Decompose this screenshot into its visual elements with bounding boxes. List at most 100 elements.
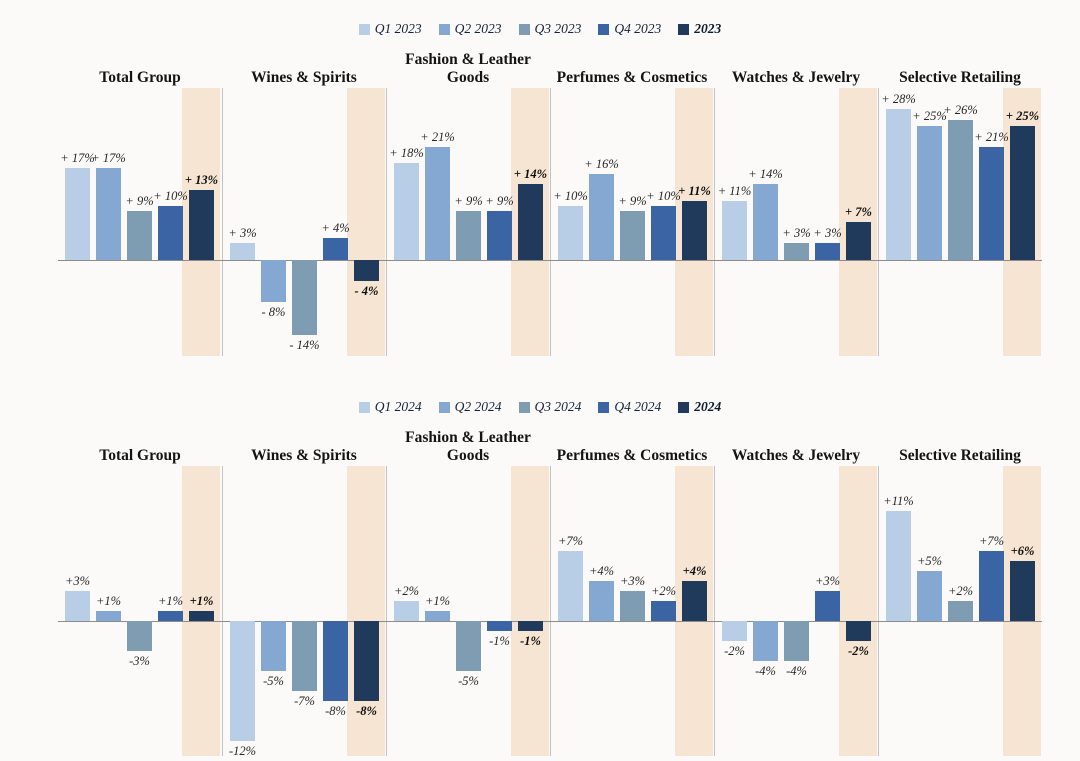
bar-value-label: +4% <box>682 564 707 578</box>
bar <box>620 211 645 260</box>
category-header: Total Group <box>99 446 181 464</box>
legend-label: Q4 2024 <box>614 399 662 414</box>
category-group: + 17% + 17% + 9% + 10% + 13% <box>58 88 222 356</box>
legend-label: 2024 <box>694 399 722 414</box>
bar <box>784 621 809 661</box>
category-header: Wines & Spirits <box>251 446 357 464</box>
bar-value-label: +1% <box>189 594 214 608</box>
legend-item: 2024 <box>678 399 721 415</box>
bar <box>456 211 481 260</box>
bar <box>230 243 255 260</box>
bar-value-label: +6% <box>1010 544 1035 558</box>
legend-swatch-icon <box>358 23 370 35</box>
legend-swatch-icon <box>678 401 690 413</box>
bar <box>886 511 911 621</box>
bar-value-label: -3% <box>129 654 150 668</box>
chart-legend: Q1 2023 Q2 2023 Q3 2023 Q4 2023 2023 <box>0 18 1080 40</box>
legend-label: Q1 2023 <box>374 21 422 36</box>
bar <box>558 205 583 260</box>
bar <box>886 109 911 260</box>
category-group: +3% +1% -3% +1% +1% <box>58 466 222 756</box>
category-group: +2% +1% -5% -1% -1% <box>386 466 550 756</box>
bar <box>96 611 121 621</box>
bar <box>1010 561 1035 621</box>
category-group: +11% +5% +2% +7% +6% <box>878 466 1042 756</box>
category-group: -2% -4% -4% +3% -2% <box>714 466 878 756</box>
bar <box>620 591 645 621</box>
year-highlight-band <box>347 466 385 756</box>
x-axis-line <box>58 621 1042 622</box>
bar-value-label: + 3% <box>813 226 842 241</box>
bar-value-label: + 10% <box>553 188 588 203</box>
bar <box>753 621 778 661</box>
bar <box>1010 125 1035 260</box>
bar-value-label: + 28% <box>881 92 916 107</box>
bar <box>158 611 183 621</box>
bar <box>127 211 152 260</box>
bar-value-label: -2% <box>848 644 869 658</box>
bar <box>354 621 379 701</box>
bar-value-label: + 4% <box>321 221 350 236</box>
year-highlight-band <box>347 88 385 356</box>
legend-label: Q3 2024 <box>534 399 582 414</box>
bar-value-label: + 21% <box>420 129 455 144</box>
legend-item: 2023 <box>678 21 721 37</box>
bar <box>323 621 348 701</box>
bar-value-label: -2% <box>724 644 745 658</box>
chart-legend: Q1 2024 Q2 2024 Q3 2024 Q4 2024 2024 <box>0 396 1080 418</box>
legend-swatch-icon <box>598 23 610 35</box>
bar-value-label: +4% <box>588 564 615 578</box>
bar <box>189 611 214 621</box>
category-header: Perfumes & Cosmetics <box>556 446 708 464</box>
bar-value-label: - 8% <box>261 305 286 320</box>
bar <box>815 591 840 621</box>
bar-value-label: - 4% <box>354 283 379 298</box>
bar-value-label: +2% <box>650 584 677 598</box>
bar-value-label: +3% <box>619 574 646 588</box>
bar-value-label: -8% <box>325 704 346 718</box>
category-group: + 28% + 25% + 26% + 21% + 25% <box>878 88 1042 356</box>
bar <box>261 259 286 303</box>
bar <box>96 168 121 260</box>
bar <box>722 621 747 641</box>
category-header: Fashion & Leather Goods <box>405 51 531 86</box>
bar-value-label: -1% <box>520 634 541 648</box>
bar-value-label: + 14% <box>748 167 783 182</box>
legend-swatch-icon <box>438 23 450 35</box>
bar <box>518 621 543 631</box>
category-group: +7% +4% +3% +2% +4% <box>550 466 714 756</box>
bar-value-label: +2% <box>393 584 420 598</box>
bar <box>487 211 512 260</box>
bar-value-label: +1% <box>95 594 122 608</box>
bar-value-label: +1% <box>424 594 451 608</box>
bar <box>230 621 255 741</box>
category-header: Perfumes & Cosmetics <box>556 68 708 86</box>
bar <box>846 621 871 641</box>
category-group: + 3% - 8% - 14% + 4% - 4% <box>222 88 386 356</box>
legend-swatch-icon <box>598 401 610 413</box>
bar <box>784 243 809 260</box>
legend-item: Q4 2024 <box>598 399 661 415</box>
bar-value-label: +7% <box>557 534 584 548</box>
chart-2023-section: Q1 2023 Q2 2023 Q3 2023 Q4 2023 2023 Total G… <box>0 18 1080 356</box>
category-header: Selective Retailing <box>899 446 1021 464</box>
legend-label: 2023 <box>694 21 722 36</box>
bar-value-label: + 17% <box>91 151 126 166</box>
bar <box>917 125 942 260</box>
bar <box>682 581 707 621</box>
year-highlight-band <box>839 466 877 756</box>
legend-swatch-icon <box>518 23 530 35</box>
x-axis-line <box>58 259 1042 261</box>
legend-swatch-icon <box>518 401 530 413</box>
bar <box>323 238 348 260</box>
category-header: Wines & Spirits <box>251 68 357 86</box>
bar-value-label: + 25% <box>1005 108 1040 123</box>
bar <box>589 173 614 260</box>
bar <box>948 120 973 260</box>
category-header: Selective Retailing <box>899 68 1021 86</box>
bar-value-label: +3% <box>64 574 91 588</box>
bar <box>815 243 840 260</box>
bar <box>979 146 1004 260</box>
bar-value-label: -7% <box>294 694 315 708</box>
legend-swatch-icon <box>358 401 370 413</box>
